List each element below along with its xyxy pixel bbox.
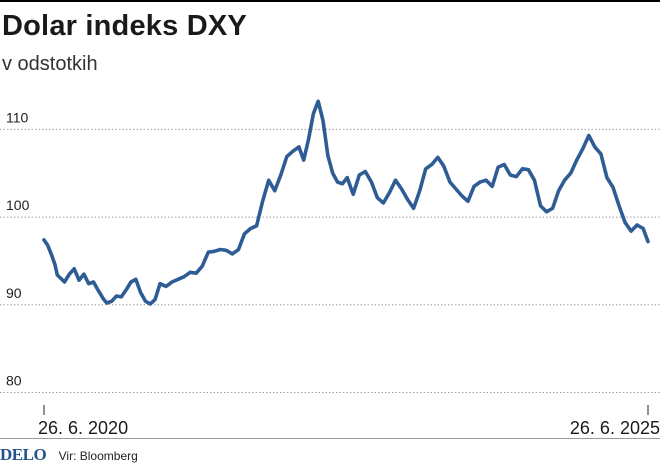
top-rule — [0, 0, 660, 2]
y-tick-label: 80 — [6, 372, 22, 388]
footer-rule — [0, 438, 660, 439]
series-line — [42, 99, 650, 306]
y-tick-label: 100 — [6, 197, 30, 213]
chart-subtitle: v odstotkih — [2, 53, 98, 75]
chart-title: Dolar indeks DXY — [2, 10, 247, 42]
delo-logo: DELO — [0, 445, 47, 464]
y-tick-label: 90 — [6, 285, 22, 301]
x-tick-label: 26. 6. 2020 — [38, 418, 128, 438]
x-tick-label: 26. 6. 2025 — [570, 418, 660, 438]
footer: DELO Vir: Bloomberg — [0, 444, 138, 466]
y-tick-label: 110 — [6, 109, 29, 125]
line-chart: 80 90 100 110 26. 6. 2020 26. 6. 2025 — [0, 99, 660, 438]
source-note: Vir: Bloomberg — [58, 449, 138, 463]
